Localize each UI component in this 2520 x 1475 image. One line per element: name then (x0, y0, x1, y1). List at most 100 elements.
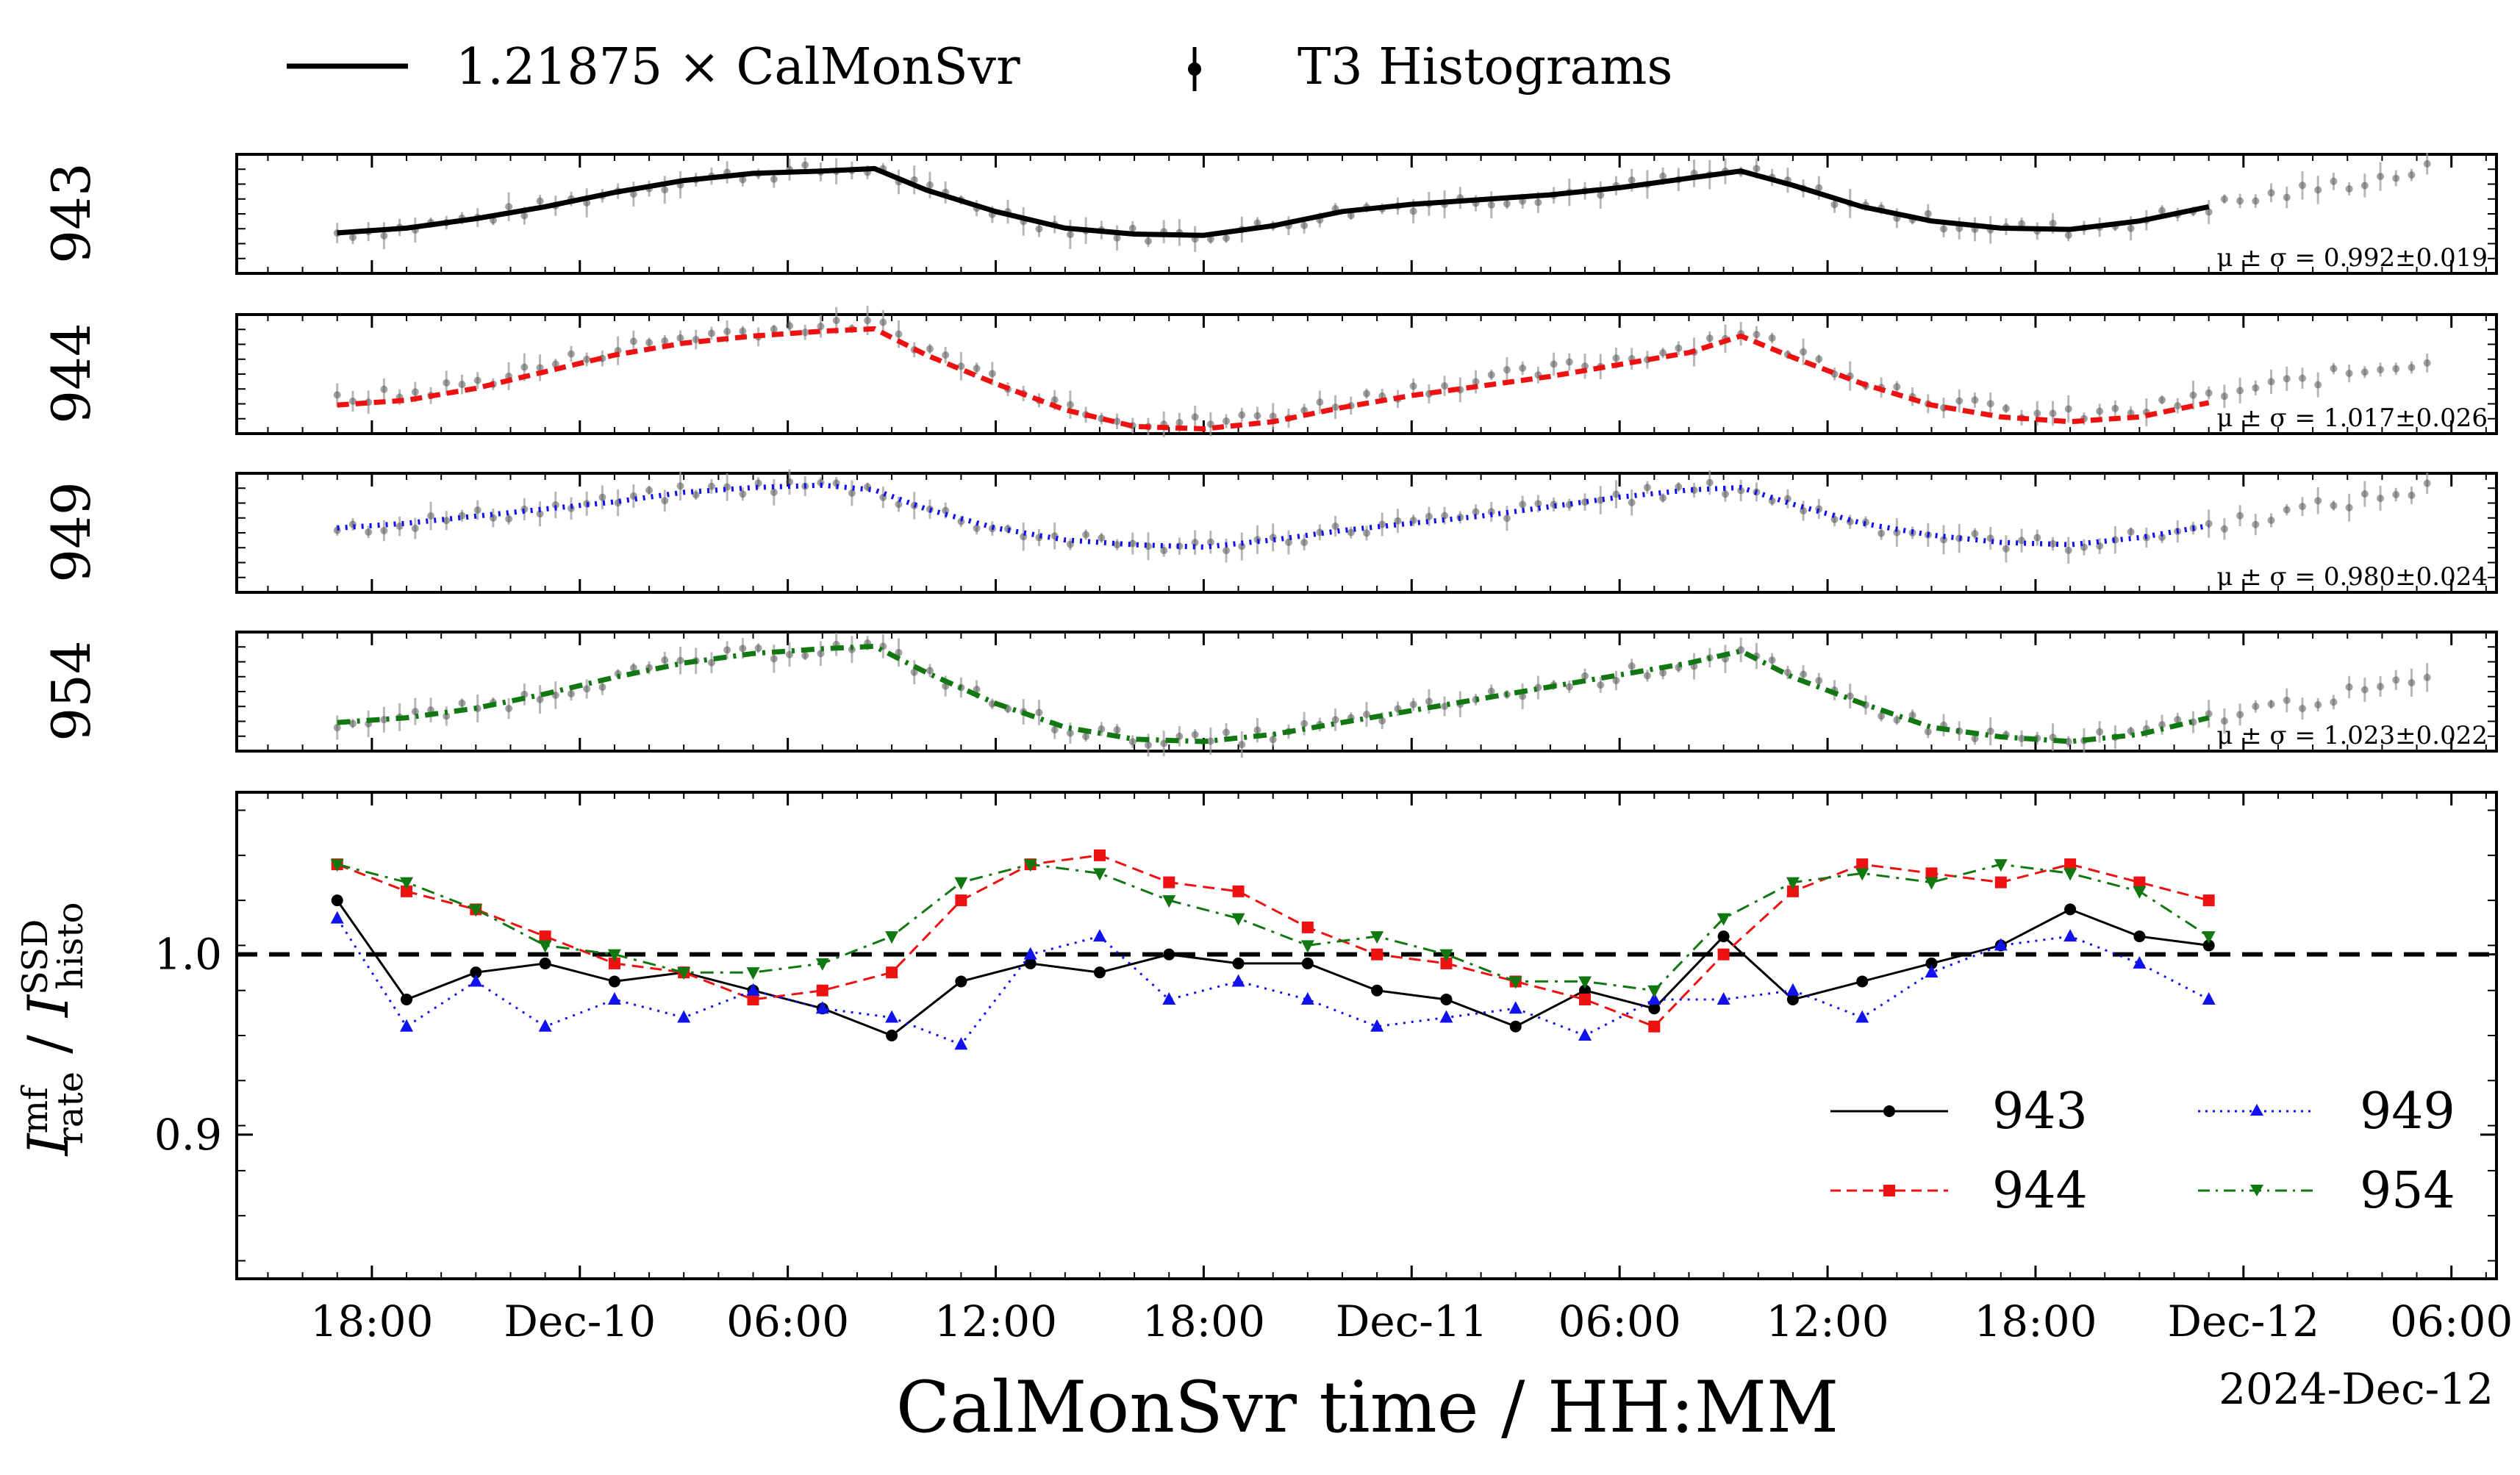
histogram-point (1971, 396, 1979, 404)
histogram-point (2205, 520, 2213, 528)
histogram-point (739, 645, 747, 653)
ratio-point-954 (1162, 895, 1176, 908)
histogram-point (1425, 697, 1433, 706)
histogram-point (567, 350, 575, 358)
histogram-point (348, 719, 357, 728)
ratio-point-949 (1300, 991, 1314, 1005)
histogram-point (1612, 354, 1620, 362)
ratio-ylabel-main-2: I (15, 994, 81, 1019)
ratio-point-954 (746, 967, 760, 980)
histogram-points-949 (333, 469, 2431, 564)
top-legend-line-label: 1.21875 × CalMonSvr (456, 38, 1020, 96)
ratio-point-949 (1578, 1028, 1592, 1041)
legend-944-label: 944 (1992, 1162, 2088, 1220)
histogram-point (536, 197, 544, 205)
legend-954-label: 954 (2360, 1162, 2455, 1220)
ratio-point-949 (1855, 1010, 1869, 1023)
histogram-point (2298, 503, 2306, 511)
panel-944: 944 μ ± σ = 1.017±0.026 (40, 306, 2498, 437)
histogram-point (739, 490, 747, 498)
ratio-ylabel-num-sup: mf (15, 1085, 56, 1134)
ratio-point-954 (1023, 859, 1037, 872)
histogram-point (1986, 728, 1994, 736)
histogram-point (864, 317, 872, 325)
x-tick-label: 06:00 (1558, 1296, 1681, 1346)
histogram-point (973, 686, 981, 694)
ratio-point-943 (608, 975, 620, 988)
histogram-point (1300, 221, 1309, 229)
histogram-point (832, 479, 840, 487)
histogram-point (629, 664, 637, 672)
histogram-point (2423, 359, 2431, 367)
ratio-point-949 (1994, 938, 2008, 951)
ratio-point-943 (1648, 1002, 1661, 1015)
y-tick-label: 1.0 (154, 930, 222, 980)
histogram-point (1675, 344, 1683, 352)
histogram-point (1128, 539, 1136, 548)
histogram-point (942, 506, 950, 514)
histogram-point (2360, 368, 2369, 376)
histogram-point (848, 489, 856, 497)
ratio-point-944 (1579, 993, 1592, 1005)
histogram-point (2018, 734, 2026, 742)
histogram-point (1300, 539, 1309, 547)
histogram-point (957, 517, 965, 525)
histogram-point (2220, 195, 2228, 203)
histogram-point (2252, 703, 2260, 711)
panel-frame-944 (235, 313, 2498, 435)
ratio-point-944 (1994, 876, 2007, 889)
histogram-point (2236, 711, 2244, 719)
ratio-ylabel-main-1: I (15, 1133, 81, 1158)
histogram-point (2252, 520, 2260, 528)
histogram-point (2220, 525, 2228, 533)
ratio-point-949 (1370, 1019, 1384, 1032)
ratio-point-943 (1232, 957, 1245, 969)
ratio-point-949 (1508, 1001, 1522, 1014)
x-tick-label: Dec-11 (1336, 1296, 1488, 1346)
ratio-point-944 (1163, 876, 1175, 889)
ratio-point-954 (1647, 985, 1661, 998)
legend-943-marker (1883, 1105, 1895, 1117)
ratio-point-954 (677, 967, 691, 980)
panel-label-954: 954 (40, 640, 102, 741)
histogram-point (1331, 403, 1339, 412)
x-tick-label: 12:00 (934, 1296, 1057, 1346)
panel-954: 954 μ ± σ = 1.023±0.022 (40, 631, 2498, 758)
ratio-point-943 (2064, 903, 2077, 916)
histogram-point (551, 360, 559, 368)
histogram-point (1503, 200, 1511, 208)
histogram-point (1971, 530, 1979, 538)
histogram-point (2220, 717, 2228, 725)
histogram-point (801, 161, 809, 169)
histogram-point (1035, 225, 1043, 233)
ratio-point-944 (1648, 1020, 1661, 1033)
histogram-point (1815, 677, 1823, 685)
date-label: 2024-Dec-12 (2219, 1364, 2494, 1414)
ratio-point-944 (886, 966, 898, 979)
ratio-point-954 (1786, 877, 1800, 890)
ratio-point-944 (1440, 957, 1453, 969)
ratio-point-949 (1162, 991, 1176, 1005)
x-tick-label: 06:00 (2390, 1296, 2513, 1346)
histogram-point (1893, 716, 1901, 724)
histogram-point (505, 203, 513, 211)
histogram-point (2220, 392, 2228, 401)
histogram-point (2064, 405, 2072, 413)
histogram-point (2158, 721, 2166, 729)
ratio-point-949 (1925, 965, 1939, 978)
histogram-point (1223, 728, 1231, 736)
histogram-point (942, 351, 950, 359)
x-tick-label: 06:00 (726, 1296, 849, 1346)
histogram-point (1128, 738, 1136, 746)
histogram-point (2330, 177, 2338, 185)
histogram-point (692, 336, 700, 344)
histogram-point (676, 482, 684, 490)
histogram-point (739, 327, 747, 335)
histogram-point (411, 525, 419, 533)
histogram-point (2423, 673, 2431, 681)
histogram-point (2408, 363, 2416, 371)
histogram-point (1503, 514, 1511, 523)
histogram-point (692, 491, 700, 499)
ratio-point-954 (1092, 868, 1106, 881)
histogram-point (1191, 731, 1199, 739)
